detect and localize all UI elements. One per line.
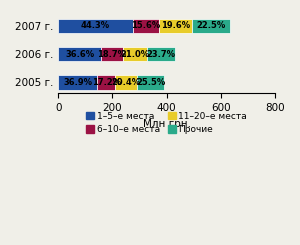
Text: 17.2%: 17.2% <box>92 78 121 87</box>
Bar <box>137 75 164 90</box>
Bar <box>58 47 101 61</box>
Bar <box>147 47 175 61</box>
Text: 44.3%: 44.3% <box>81 21 110 30</box>
Text: 36.9%: 36.9% <box>63 78 92 87</box>
Bar <box>159 19 192 33</box>
Text: 25.5%: 25.5% <box>136 78 165 87</box>
Text: 21.0%: 21.0% <box>120 50 149 59</box>
Text: 23.7%: 23.7% <box>146 50 176 59</box>
Text: 18.7%: 18.7% <box>97 50 126 59</box>
Bar <box>58 75 97 90</box>
Bar <box>101 47 123 61</box>
Bar <box>97 75 116 90</box>
Bar <box>116 75 137 90</box>
Text: 36.6%: 36.6% <box>65 50 94 59</box>
Text: 22.5%: 22.5% <box>196 21 225 30</box>
Text: 19.6%: 19.6% <box>161 21 190 30</box>
Text: 15.6%: 15.6% <box>131 21 160 30</box>
Bar <box>133 19 159 33</box>
X-axis label: Млн грн.: Млн грн. <box>143 119 191 129</box>
Text: 20.4%: 20.4% <box>112 78 141 87</box>
Bar <box>192 19 230 33</box>
Legend: 1–5–е места, 6–10–е места, 11–20–е места, Прочие: 1–5–е места, 6–10–е места, 11–20–е места… <box>86 112 247 134</box>
Bar <box>123 47 147 61</box>
Bar <box>58 19 133 33</box>
